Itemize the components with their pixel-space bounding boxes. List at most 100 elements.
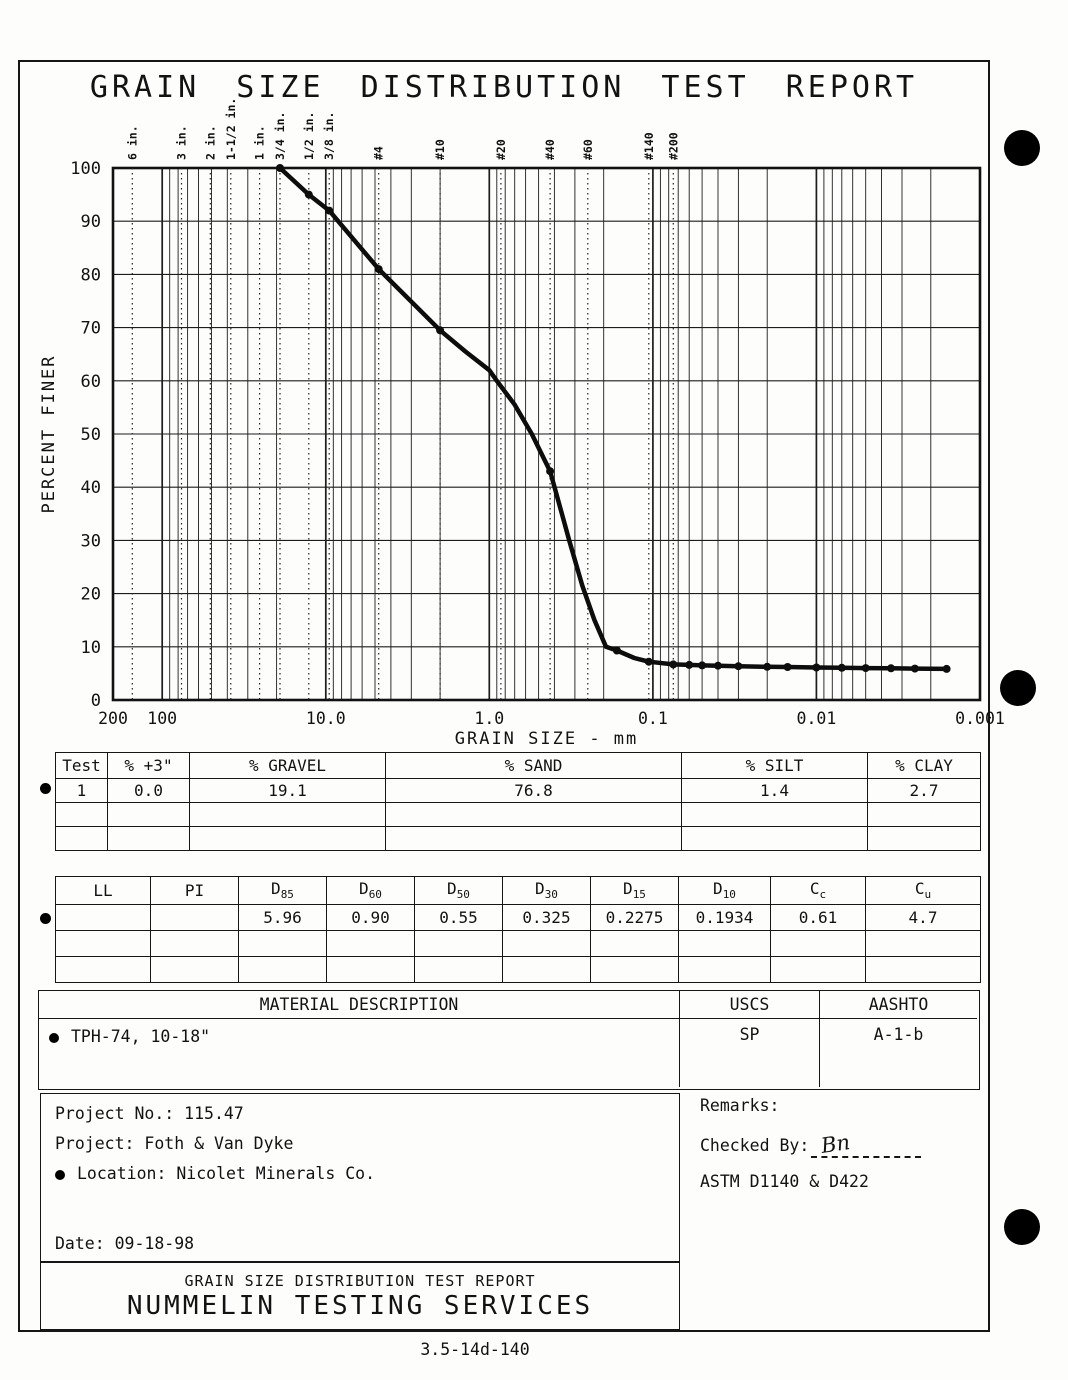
sieve-size-label: #140	[642, 132, 656, 160]
fractions-cell	[867, 802, 981, 827]
coefficients-cell	[865, 956, 981, 983]
uscs-value: SP	[679, 1019, 819, 1087]
coefficients-cell: 0.1934	[678, 904, 771, 931]
hole-punch	[1000, 670, 1036, 706]
y-axis-tick-label: 70	[81, 319, 101, 339]
fractions-header-cell: % SAND	[385, 752, 682, 779]
coefficients-row	[55, 930, 981, 957]
fractions-cell	[385, 802, 682, 827]
row-bullet	[40, 783, 51, 794]
data-point-marker	[783, 663, 792, 671]
aashto-header: AASHTO	[819, 991, 977, 1019]
x-axis-tick-label: 200	[98, 709, 128, 728]
project-location: Location: Nicolet Minerals Co.	[55, 1164, 375, 1183]
signature-line: Bn	[811, 1130, 922, 1158]
remarks-label: Remarks:	[700, 1096, 780, 1115]
fractions-header-cell: Test	[55, 752, 108, 779]
hole-punch	[1004, 130, 1040, 166]
coefficients-cell	[55, 930, 151, 957]
data-point-marker	[942, 664, 951, 673]
material-description-text: TPH-74, 10-18"	[71, 1027, 211, 1046]
sieve-size-label: 1/2 in.	[302, 112, 316, 160]
fractions-cell	[681, 826, 868, 851]
hole-punch	[1004, 1209, 1040, 1245]
sieve-size-label: 3 in.	[175, 125, 189, 160]
y-axis-tick-label: 40	[81, 478, 101, 498]
data-point-marker	[734, 662, 743, 671]
coefficients-cell	[414, 930, 503, 957]
fractions-cell	[385, 826, 682, 851]
fractions-cell	[189, 826, 386, 851]
aashto-value: A-1-b	[819, 1019, 977, 1087]
coefficients-cell	[865, 930, 981, 957]
project-number: Project No.: 115.47	[55, 1104, 244, 1123]
y-axis-tick-label: 30	[81, 531, 101, 551]
fractions-cell	[55, 802, 108, 827]
coefficients-cell	[238, 956, 327, 983]
report-border	[18, 60, 990, 1332]
coefficients-header-cell: Cu	[865, 876, 981, 905]
sieve-size-label: #20	[494, 139, 508, 160]
coefficients-header-cell: D30	[502, 876, 591, 905]
y-axis-tick-label: 20	[81, 585, 101, 605]
sieve-size-label: #60	[581, 139, 595, 160]
sieve-size-label: #4	[372, 146, 386, 160]
coefficients-cell	[55, 956, 151, 983]
sieve-size-label: #10	[433, 139, 447, 160]
coefficients-row: 5.96 0.90 0.55 0.325 0.2275 0.1934 0.61 4.7	[55, 904, 981, 931]
footer-report-title: GRAIN SIZE DISTRIBUTION TEST REPORT	[184, 1272, 536, 1290]
fractions-cell	[55, 826, 108, 851]
coefficients-cell	[414, 956, 503, 983]
sieve-size-label: #200	[666, 132, 680, 160]
y-axis-tick-label: 10	[81, 638, 101, 658]
sieve-size-label: 6 in.	[125, 125, 139, 160]
testing-company-name: NUMMELIN TESTING SERVICES	[126, 1291, 594, 1321]
material-description-value: TPH-74, 10-18"	[39, 1019, 679, 1087]
checker-signature: Bn	[819, 1130, 852, 1158]
fractions-header-cell: % GRAVEL	[189, 752, 386, 779]
x-axis-tick-label: 0.001	[955, 709, 1005, 728]
coefficients-cell	[238, 930, 327, 957]
data-point-marker	[669, 660, 678, 669]
coefficients-header-cell: Cc	[770, 876, 866, 905]
coefficients-cell	[326, 956, 415, 983]
x-axis-tick-label: 0.01	[797, 709, 837, 728]
sieve-size-label: 1 in.	[253, 125, 267, 160]
y-axis-tick-label: 100	[70, 159, 101, 179]
data-point-marker	[304, 190, 313, 199]
coefficients-cell: 0.61	[770, 904, 866, 931]
row-bullet	[55, 1169, 65, 1180]
fractions-cell: 2.7	[867, 778, 981, 803]
project-location-text: Location: Nicolet Minerals Co.	[77, 1164, 376, 1183]
coefficients-cell: 0.325	[502, 904, 591, 931]
y-axis-tick-label: 50	[81, 425, 101, 445]
project-name: Project: Foth & Van Dyke	[55, 1134, 294, 1153]
fractions-row	[55, 826, 981, 851]
x-axis-title: GRAIN SIZE - mm	[455, 729, 639, 748]
data-point-marker	[644, 657, 653, 666]
coefficients-cell	[150, 904, 239, 931]
page-number: 3.5-14d-140	[420, 1340, 530, 1359]
data-point-marker	[910, 664, 919, 673]
sieve-size-label: 3/8 in.	[322, 112, 336, 160]
coefficients-cell: 0.90	[326, 904, 415, 931]
data-point-marker	[714, 661, 722, 670]
plot-border	[111, 166, 982, 702]
coefficients-cell: 0.55	[414, 904, 503, 931]
data-point-marker	[812, 663, 821, 672]
coefficients-table: LL PI D85 D60 D50 D30 D15 D10 Cc Cu 5.96 0.90 0.55 0…	[55, 876, 981, 983]
coefficients-header-cell: D15	[590, 876, 679, 905]
astm-standards: ASTM D1140 & D422	[700, 1172, 869, 1191]
fractions-row: 1 0.0 19.1 76.8 1.4 2.7	[55, 778, 981, 803]
sieve-size-label: 3/4 in.	[273, 112, 287, 160]
coefficients-cell	[150, 956, 239, 983]
fractions-cell	[681, 802, 868, 827]
data-point-marker	[612, 646, 621, 655]
coefficients-cell	[150, 930, 239, 957]
material-description-section: MATERIAL DESCRIPTION USCS AASHTO TPH-74,…	[38, 990, 980, 1090]
report-title: GRAIN SIZE DISTRIBUTION TEST REPORT	[89, 70, 919, 105]
fractions-table: Test% +3"% GRAVEL% SAND% SILT% CLAY 1 0.0…	[55, 752, 981, 851]
fractions-cell: 0.0	[107, 778, 190, 803]
fractions-header-cell: % CLAY	[867, 752, 981, 779]
data-point-marker	[861, 664, 870, 673]
